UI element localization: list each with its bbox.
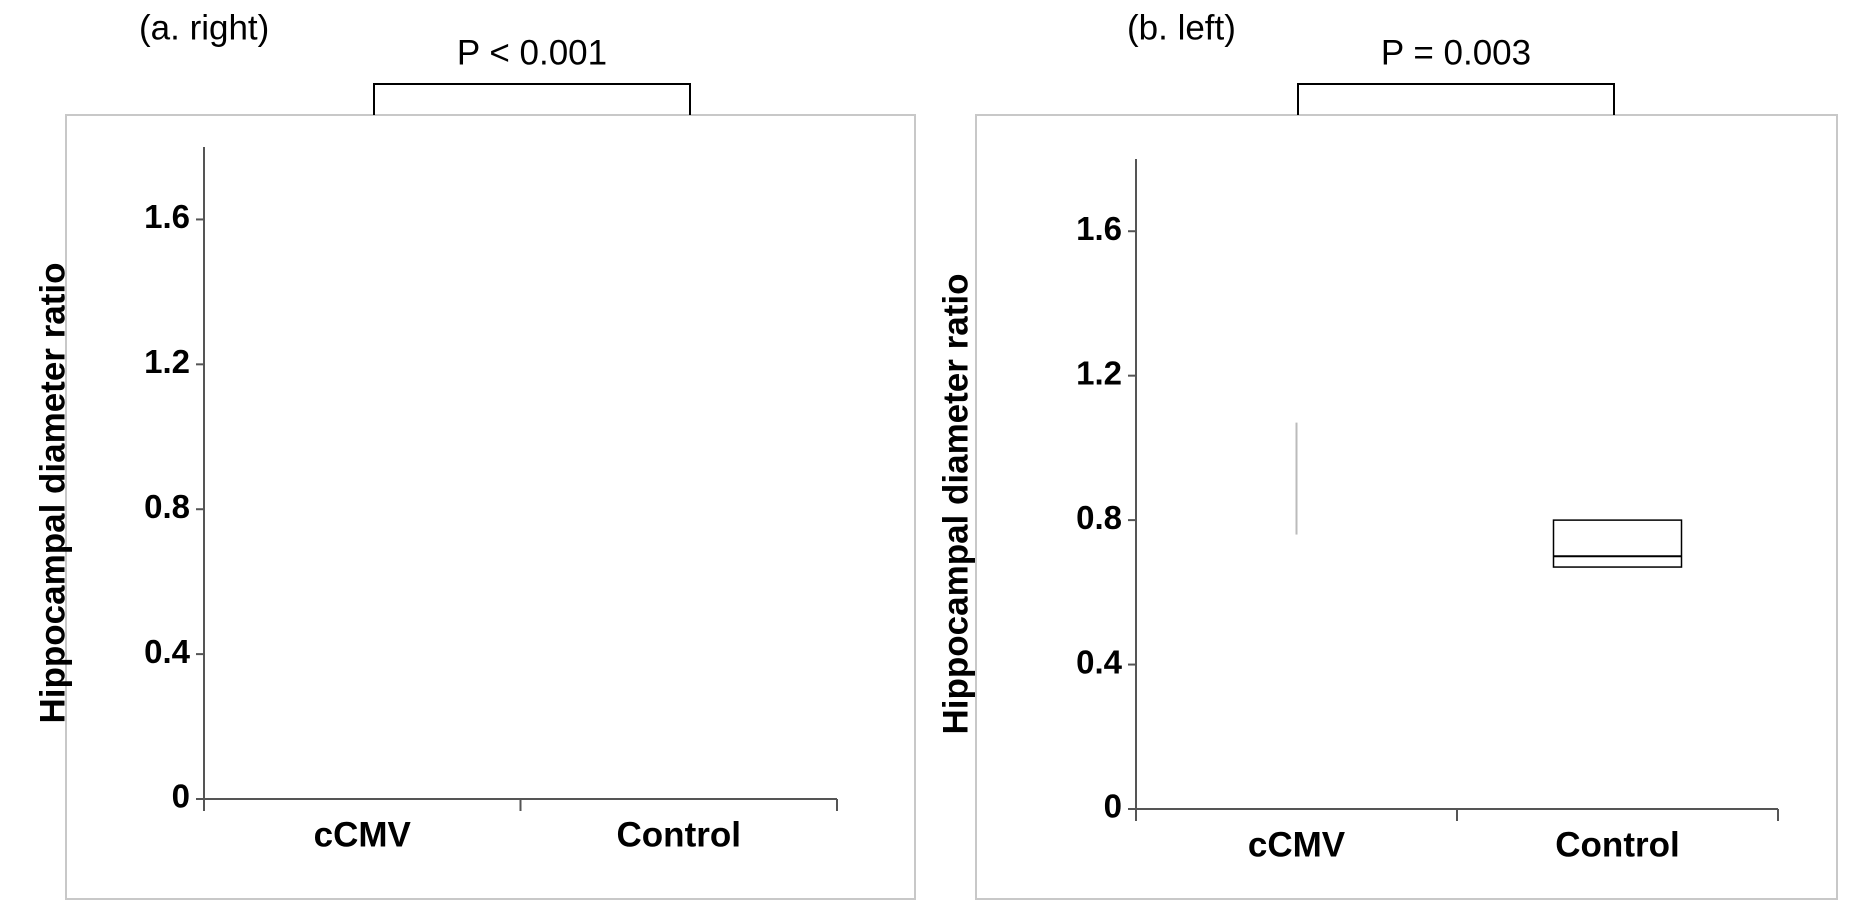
p-value: P = 0.003 xyxy=(1381,33,1531,72)
y-axis-label: Hippocampal diameter ratio xyxy=(936,274,975,735)
p-value: P < 0.001 xyxy=(457,33,607,72)
significance-bracket xyxy=(1298,84,1614,115)
y-tick-label: 0.4 xyxy=(144,633,191,670)
x-tick-label: cCMV xyxy=(1248,825,1346,864)
x-tick-label: Control xyxy=(1555,825,1679,864)
y-tick-label: 1.6 xyxy=(1076,210,1122,247)
y-tick-label: 0.8 xyxy=(1076,499,1122,536)
figure: (a. right) P < 0.001 0 0.4 0.8 1.2 1.6 Hippocam… xyxy=(0,0,1851,900)
significance-bracket xyxy=(374,84,690,115)
panel-frame xyxy=(66,115,915,899)
y-tick-label: 1.2 xyxy=(1076,354,1122,391)
y-tick-label: 0 xyxy=(1104,788,1122,825)
panel-title: (b. left) xyxy=(1127,8,1236,47)
y-tick-label: 1.2 xyxy=(144,343,190,380)
x-tick-label: Control xyxy=(617,815,741,854)
panel-title: (a. right) xyxy=(139,8,269,47)
y-tick-label: 0.8 xyxy=(144,488,190,525)
y-tick-label: 0 xyxy=(172,778,190,815)
x-tick-label: cCMV xyxy=(314,815,412,854)
y-tick-label: 0.4 xyxy=(1076,643,1123,680)
box xyxy=(1554,520,1682,567)
y-axis-label: Hippocampal diameter ratio xyxy=(33,263,72,724)
y-tick-label: 1.6 xyxy=(144,198,190,235)
